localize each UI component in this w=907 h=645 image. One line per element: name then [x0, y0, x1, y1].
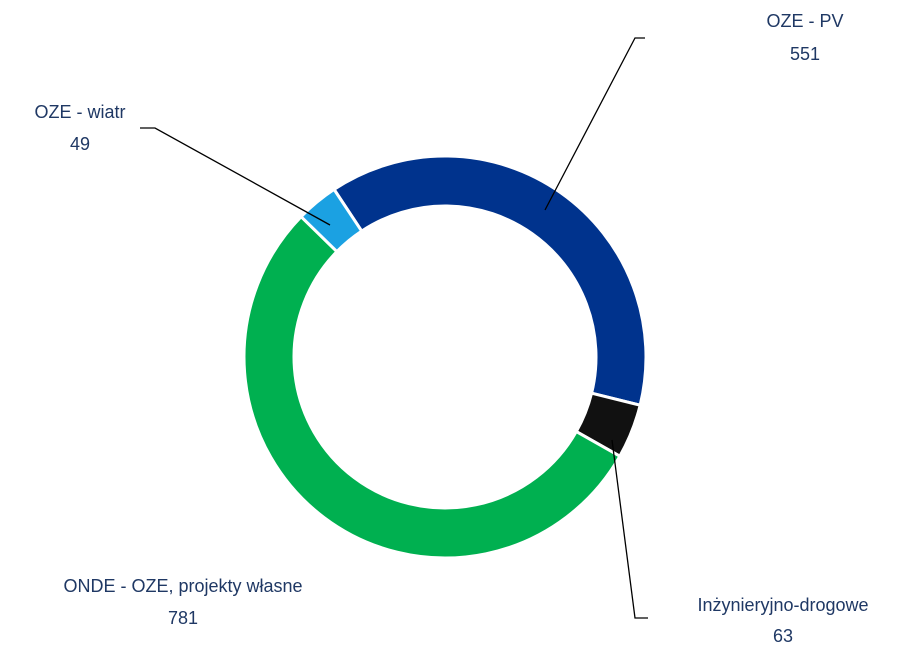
value-label: 63 — [773, 626, 793, 645]
leader-line — [611, 439, 648, 619]
leader-line — [544, 37, 645, 211]
category-label: OZE - wiatr — [34, 102, 125, 122]
leader-line — [140, 127, 331, 226]
donut-segment — [331, 154, 648, 407]
donut-segment — [298, 187, 364, 254]
donut-segment — [242, 214, 622, 560]
category-label: OZE - PV — [766, 11, 843, 31]
category-label: Inżynieryjno-drogowe — [697, 595, 868, 615]
value-label: 781 — [168, 608, 198, 628]
category-label: ONDE - OZE, projekty własne — [63, 576, 302, 596]
value-label: 551 — [790, 44, 820, 64]
value-label: 49 — [70, 134, 90, 154]
